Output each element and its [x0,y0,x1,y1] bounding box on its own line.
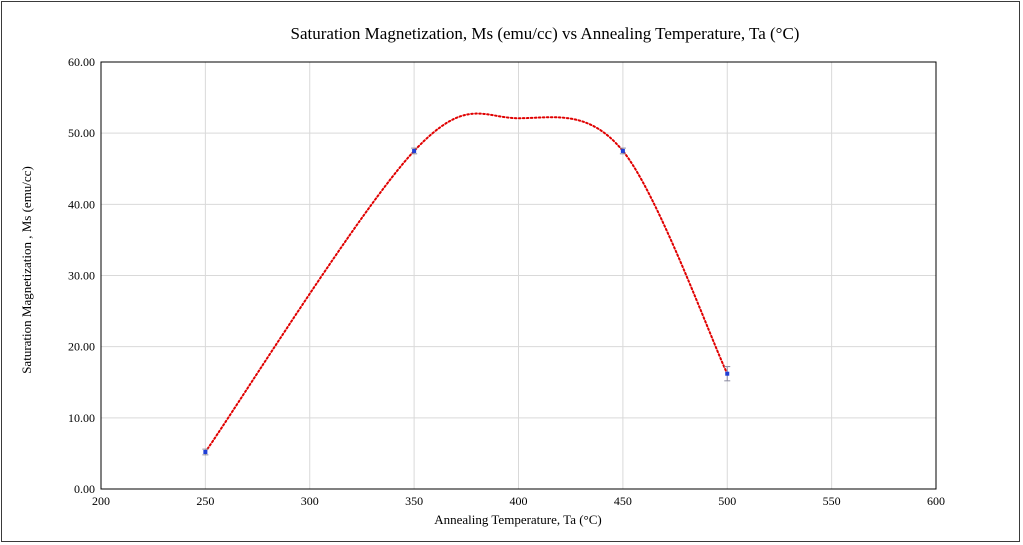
y-tick-label: 10.00 [68,411,95,425]
chart-title: Saturation Magnetization, Ms (emu/cc) vs… [291,24,800,43]
x-tick-labels: 200 250 300 350 400 450 500 550 600 [92,494,945,508]
plot-area-border [100,61,937,490]
y-tick-label: 60.00 [68,55,95,69]
y-tick-label: 0.00 [74,482,95,496]
trendline [204,112,729,453]
x-tick-label: 500 [718,494,736,508]
y-tick-label: 50.00 [68,126,95,140]
x-tick-label: 400 [510,494,528,508]
y-tick-label: 40.00 [68,197,95,211]
data-points [203,148,730,454]
x-tick-label: 450 [614,494,632,508]
x-tick-label: 300 [301,494,319,508]
y-tick-labels: 0.00 10.00 20.00 30.00 40.00 50.00 60.00 [68,55,95,496]
x-tick-label: 250 [196,494,214,508]
x-tick-label: 350 [405,494,423,508]
data-point [620,148,625,153]
x-axis-label: Annealing Temperature, Ta (°C) [434,512,602,527]
data-point [725,371,730,376]
y-axis-label: Saturation Magnetization , Ms (emu/cc) [19,166,34,374]
x-tick-label: 550 [823,494,841,508]
y-tick-label: 30.00 [68,269,95,283]
data-point [203,449,208,454]
y-tick-label: 20.00 [68,340,95,354]
x-tick-label: 200 [92,494,110,508]
data-point [412,148,417,153]
x-tick-label: 600 [927,494,945,508]
error-bars [202,147,731,456]
gridlines [101,62,936,489]
